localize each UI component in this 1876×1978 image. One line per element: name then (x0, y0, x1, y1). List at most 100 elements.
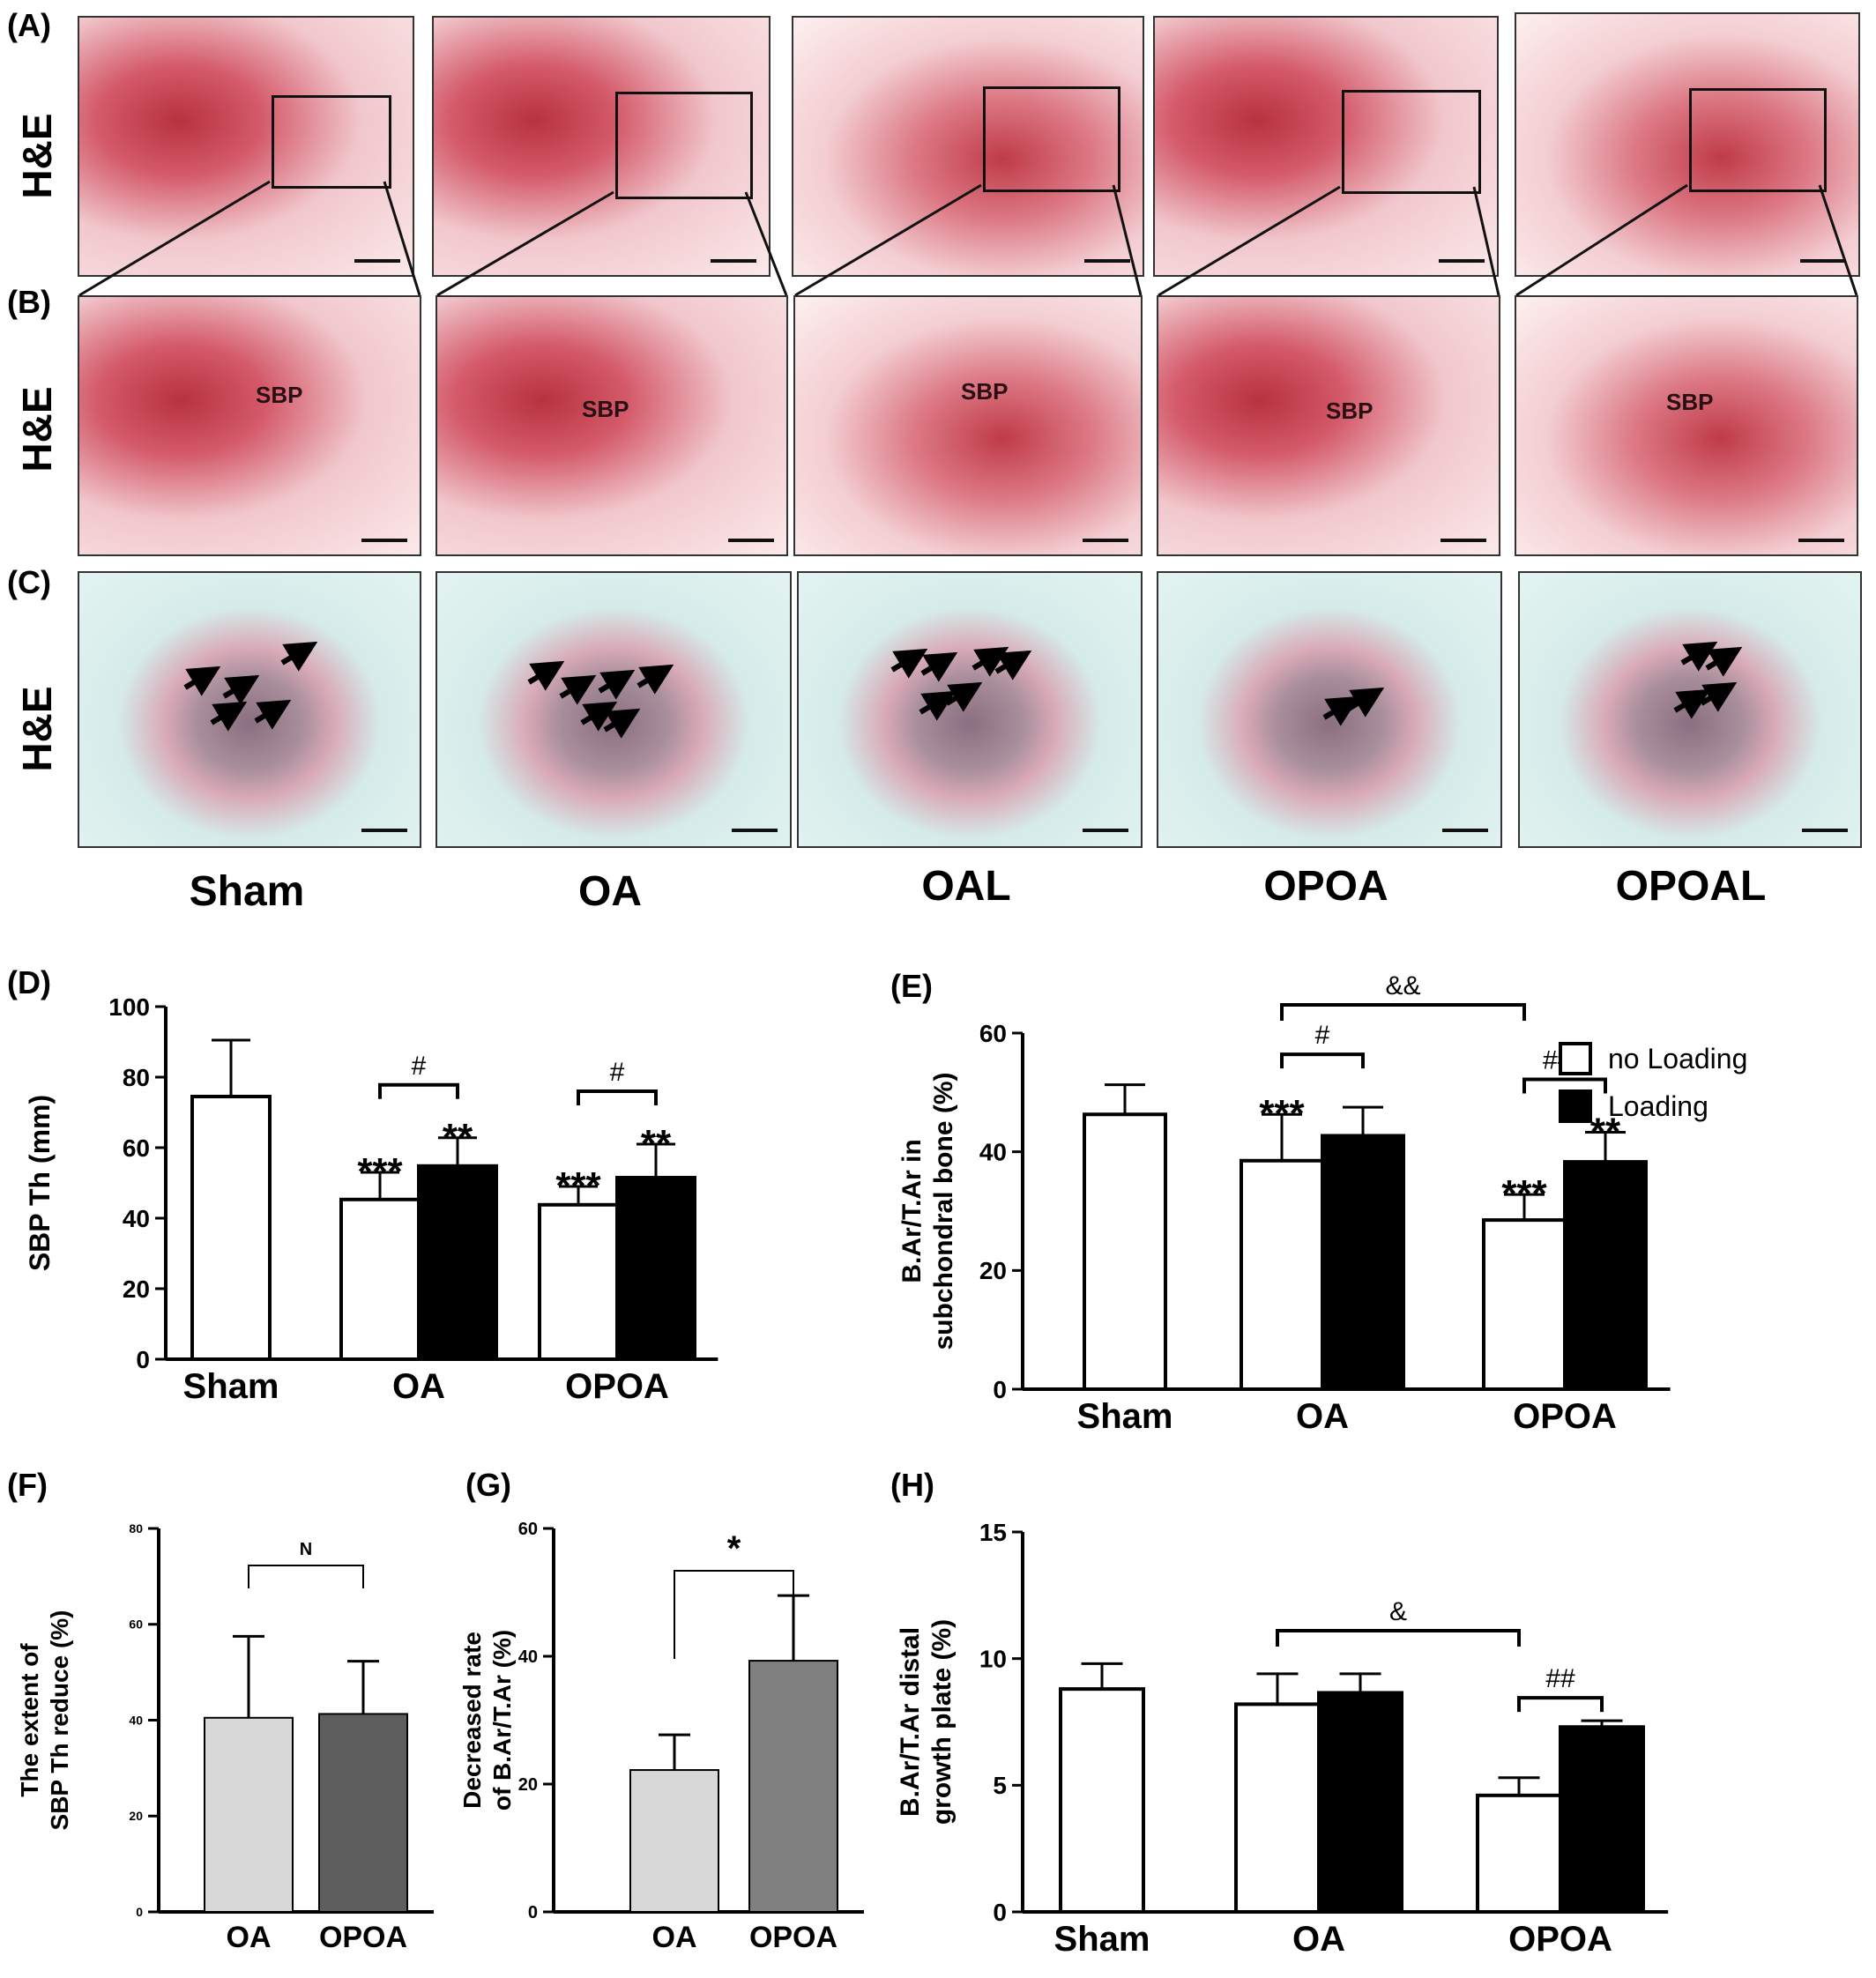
y-tick-label: 40 (518, 1647, 538, 1667)
panel-label-d: (D) (7, 964, 51, 1000)
y-tick-label: 40 (979, 1138, 1007, 1165)
y-tick-label: 0 (528, 1903, 538, 1922)
y-tick-label: 0 (136, 1346, 150, 1373)
panel-label-g: (G) (465, 1467, 511, 1503)
y-tick-label: 15 (979, 1519, 1007, 1546)
significance-mark: N (300, 1540, 312, 1559)
significance-mark: # (1315, 1021, 1330, 1050)
y-axis-label: of B.Ar/T.Ar (%) (488, 1630, 516, 1811)
legend-label: no Loading (1608, 1043, 1747, 1075)
panel-label-b: (B) (7, 284, 51, 320)
y-tick-label: 0 (136, 1905, 143, 1919)
significance-mark: ## (1545, 1664, 1575, 1693)
x-tick-label: OPOA (749, 1921, 838, 1954)
comparison-bracket (674, 1570, 794, 1659)
panel-label-h: (H) (890, 1467, 934, 1503)
y-tick-label: 60 (979, 1020, 1007, 1047)
y-axis-label: The extent of (16, 1643, 43, 1797)
chart-f: 0 20 40 60 80 The extent of SBP Th reduce (%) O… (16, 1521, 434, 1954)
bar-loading (1563, 1160, 1648, 1391)
group-label-sham: Sham (189, 868, 305, 915)
comparison-bracket (1276, 1629, 1521, 1647)
significance-stars: ** (1590, 1110, 1621, 1153)
group-label-oa: OA (578, 868, 642, 915)
comparison-bracket (1280, 1052, 1365, 1069)
bar (318, 1713, 408, 1913)
y-tick-label: 40 (129, 1713, 143, 1727)
comparison-bracket (1280, 1003, 1526, 1021)
y-tick-label: 20 (123, 1275, 150, 1303)
micrograph-c-sham (78, 571, 421, 848)
bar (629, 1769, 719, 1913)
significance-mark: # (610, 1058, 625, 1087)
y-axis-label: SBP Th (mm) (24, 1095, 56, 1271)
y-axis-label: SBP Th reduce (%) (46, 1610, 73, 1831)
y-tick-label: 0 (993, 1899, 1007, 1926)
bar (204, 1716, 294, 1913)
y-tick-label: 40 (123, 1205, 150, 1232)
bar-loading (1559, 1725, 1645, 1914)
bar-no-loading (1476, 1793, 1562, 1914)
legend-swatch-loading (1559, 1089, 1592, 1123)
micrograph-a-oa (432, 16, 770, 277)
bar-loading (1321, 1134, 1405, 1391)
group-label-oal: OAL (921, 863, 1011, 910)
bar-loading (1317, 1691, 1403, 1914)
x-tick-label: OPOA (565, 1367, 669, 1406)
y-axis-label: Decreased rate (458, 1632, 486, 1809)
x-tick-label: OA (652, 1921, 697, 1954)
y-axis-label: B.Ar/T.Ar distal (896, 1627, 925, 1817)
comparison-bracket (378, 1082, 459, 1099)
significance-stars: ** (443, 1116, 473, 1159)
y-tick-label: 20 (979, 1257, 1007, 1284)
y-tick-label: 5 (993, 1772, 1007, 1799)
micrograph-b-opoa: SBP (1157, 295, 1500, 556)
bar (748, 1660, 838, 1913)
group-label-opoa: OPOA (1263, 863, 1388, 910)
significance-mark: # (412, 1052, 427, 1081)
bar-loading (615, 1176, 696, 1361)
x-tick-label: OPOA (319, 1921, 407, 1954)
y-tick-label: 20 (129, 1809, 143, 1823)
panel-label-a: (A) (7, 7, 51, 43)
micrograph-b-oa: SBP (436, 295, 788, 556)
micrograph-a-opoal (1515, 12, 1860, 277)
significance-stars: ** (641, 1122, 672, 1165)
panel-label-e: (E) (890, 968, 933, 1004)
y-tick-label: 60 (518, 1520, 538, 1539)
x-tick-label: OA (1292, 1920, 1345, 1959)
legend-label: Loading (1608, 1090, 1708, 1122)
y-tick-label: 10 (979, 1645, 1007, 1672)
panel-label-c: (C) (7, 564, 51, 600)
sbp-label: SBP (961, 378, 1009, 405)
y-tick-label: 80 (123, 1064, 150, 1091)
y-tick-label: 60 (129, 1617, 143, 1632)
bar-no-loading (1059, 1687, 1145, 1914)
y-tick-label: 100 (108, 993, 150, 1021)
micrograph-a-sham (78, 16, 414, 277)
legend-swatch-no-loading (1559, 1042, 1592, 1075)
micrograph-b-sham: SBP (78, 295, 421, 556)
sbp-label: SBP (1666, 389, 1714, 415)
bar-no-loading (339, 1197, 421, 1361)
x-tick-label: Sham (1077, 1397, 1173, 1436)
x-tick-label: Sham (183, 1367, 279, 1406)
bar-no-loading (1240, 1158, 1324, 1391)
chart-h: 0 5 10 15 B.Ar/T.Ar distal growth plate (%) Sh… (896, 1519, 1669, 1959)
y-tick-label: 0 (993, 1376, 1007, 1403)
micrograph-b-oal: SBP (793, 295, 1143, 556)
micrograph-a-oal (792, 16, 1144, 277)
x-tick-label: OA (1296, 1397, 1349, 1436)
significance-stars: *** (555, 1164, 601, 1208)
x-tick-label: OA (392, 1367, 445, 1406)
significance-mark: && (1385, 971, 1420, 1000)
x-tick-label: OPOA (1513, 1397, 1617, 1436)
bar-loading (417, 1164, 498, 1361)
sbp-label: SBP (256, 382, 303, 408)
y-axis-label: B.Ar/T.Ar in (897, 1139, 927, 1283)
significance-stars: *** (1501, 1172, 1547, 1216)
y-axis-label: subchondral bone (%) (929, 1073, 958, 1350)
bar-no-loading (538, 1202, 619, 1361)
y-tick-label: 60 (123, 1134, 150, 1162)
